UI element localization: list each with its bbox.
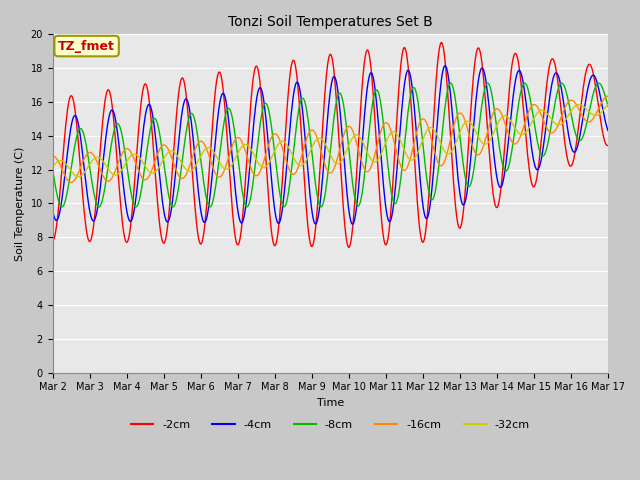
-8cm [447,80,454,86]
-2cm [415,217,422,223]
-2cm [116,193,124,199]
-4cm [59,191,67,196]
-4cm [415,160,422,166]
-2cm [202,214,209,220]
-8cm [60,203,67,208]
-16cm [604,93,612,99]
-8cm [116,126,124,132]
-32cm [604,101,612,107]
Legend: -2cm, -4cm, -8cm, -16cm, -32cm: -2cm, -4cm, -8cm, -16cm, -32cm [127,416,534,435]
-8cm [415,105,422,110]
-16cm [67,180,75,185]
-2cm [59,156,67,162]
-16cm [399,167,406,172]
-16cm [59,168,67,174]
-32cm [173,153,181,158]
-2cm [49,238,56,243]
-16cm [116,154,124,160]
-32cm [202,145,210,151]
-4cm [349,221,356,227]
-4cm [399,98,406,104]
Text: TZ_fmet: TZ_fmet [58,39,115,52]
-16cm [49,153,56,159]
-8cm [173,194,181,200]
-2cm [399,49,406,55]
-32cm [399,143,406,149]
Y-axis label: Soil Temperature (C): Soil Temperature (C) [15,146,25,261]
-8cm [202,195,210,201]
-2cm [604,143,612,148]
-8cm [399,160,406,166]
Title: Tonzi Soil Temperatures Set B: Tonzi Soil Temperatures Set B [228,15,433,29]
Line: -16cm: -16cm [52,96,608,182]
-16cm [415,122,422,128]
-4cm [604,128,612,133]
Line: -2cm: -2cm [52,43,608,247]
-32cm [74,174,82,180]
-32cm [49,164,56,170]
-8cm [604,103,612,109]
-2cm [344,244,352,250]
-32cm [116,168,124,174]
-8cm [58,204,66,210]
-32cm [59,158,67,164]
-4cm [202,218,209,224]
-4cm [441,63,449,69]
-4cm [172,163,180,168]
-32cm [415,147,422,153]
-16cm [173,169,181,175]
-8cm [49,167,56,172]
-16cm [202,145,210,151]
Line: -8cm: -8cm [52,83,608,207]
-4cm [49,208,56,214]
Line: -32cm: -32cm [52,104,608,177]
Line: -4cm: -4cm [52,66,608,224]
-4cm [116,150,124,156]
-2cm [437,40,445,46]
-2cm [172,115,180,121]
X-axis label: Time: Time [317,398,344,408]
